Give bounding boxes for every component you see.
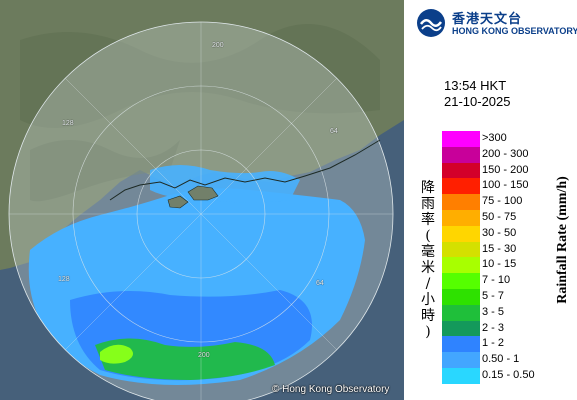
legend-row: 30 - 50 xyxy=(442,225,564,242)
lantau-island xyxy=(167,195,189,209)
legend-row: 2 - 3 xyxy=(442,320,564,337)
legend-label: 5 - 7 xyxy=(482,289,505,302)
legend-swatch xyxy=(442,162,480,179)
legend-swatch xyxy=(442,131,480,147)
legend-swatch xyxy=(442,241,480,258)
legend-swatch xyxy=(442,336,480,353)
legend-swatch xyxy=(442,320,480,337)
legend-label: 75 - 100 xyxy=(482,195,523,208)
legend-row: 7 - 10 xyxy=(442,273,564,289)
legend-label: 0.50 - 1 xyxy=(482,353,520,366)
legend-label: 150 - 200 xyxy=(482,163,529,176)
legend-row: 5 - 7 xyxy=(442,288,564,305)
legend-row: 200 - 300 xyxy=(442,146,564,163)
copyright-text: © Hong Kong Observatory xyxy=(272,384,390,395)
legend-swatch xyxy=(442,178,480,195)
hko-logo-icon xyxy=(417,9,445,37)
legend-swatch xyxy=(442,257,480,274)
legend-row: 0.50 - 1 xyxy=(442,352,564,368)
radial-line xyxy=(64,213,202,351)
legend-row: 50 - 75 xyxy=(442,209,564,226)
legend-row: 150 - 200 xyxy=(442,162,564,179)
ring-label: 128 xyxy=(62,120,74,127)
legend-label: 15 - 30 xyxy=(482,242,517,255)
legend-swatch xyxy=(442,352,480,368)
radar-map: 200 128 64 128 64 200 © Hong Kong Observ… xyxy=(0,0,404,400)
legend-row: >300 xyxy=(442,131,564,147)
org-name-zh: 香港天文台 xyxy=(452,12,523,27)
legend-swatch xyxy=(442,146,480,163)
legend-row: 100 - 150 xyxy=(442,178,564,195)
land-texture-2 xyxy=(30,140,180,202)
hong-kong-island xyxy=(187,185,219,201)
info-panel: 香港天文台 HONG KONG OBSERVATORY 13:54 HKT 21… xyxy=(404,0,577,400)
legend-label: >300 xyxy=(482,132,507,144)
legend-title-zh: 降雨率(毫米 / 小時) xyxy=(421,180,435,340)
rain-heavy xyxy=(100,344,134,364)
radial-line xyxy=(200,213,338,351)
legend-swatch xyxy=(442,209,480,226)
legend-label: 7 - 10 xyxy=(482,274,511,287)
hko-logo: 香港天文台 HONG KONG OBSERVATORY xyxy=(412,6,577,40)
legend-row: 0.15 - 0.50 xyxy=(442,367,564,384)
legend-row: 15 - 30 xyxy=(442,241,564,258)
rain-moderate xyxy=(95,338,275,380)
radar-map-image xyxy=(0,0,404,400)
ring-label: 128 xyxy=(58,276,70,283)
legend-label: 0.15 - 0.50 xyxy=(482,368,535,381)
legend-swatch xyxy=(442,288,480,305)
timestamp: 13:54 HKT 21-10-2025 xyxy=(444,78,511,110)
coastline xyxy=(109,139,381,201)
org-name-en: HONG KONG OBSERVATORY xyxy=(452,26,577,36)
legend-title-en: Rainfall Rate (mm/h) xyxy=(555,176,570,304)
rainfall-legend: >300 200 - 300 150 - 200 100 - 150 75 - 100 5… xyxy=(442,131,564,384)
legend-row: 1 - 2 xyxy=(442,336,564,353)
legend-label: 100 - 150 xyxy=(482,179,529,192)
legend-swatch xyxy=(442,273,480,289)
ring-label: 64 xyxy=(316,280,324,287)
range-ring-outer xyxy=(8,21,394,400)
ring-label: 200 xyxy=(212,42,224,49)
time-text: 13:54 HKT xyxy=(444,78,507,93)
radial-line xyxy=(200,77,338,215)
legend-label: 3 - 5 xyxy=(482,305,505,318)
legend-row: 10 - 15 xyxy=(442,257,564,274)
legend-swatch xyxy=(442,304,480,321)
legend-swatch xyxy=(442,194,480,210)
rain-light-north xyxy=(150,165,300,203)
legend-label: 2 - 3 xyxy=(482,321,505,334)
legend-swatch xyxy=(442,225,480,242)
radial-line xyxy=(64,77,202,215)
legend-label: 200 - 300 xyxy=(482,147,529,160)
date-text: 21-10-2025 xyxy=(444,94,511,109)
ring-label: 200 xyxy=(198,352,210,359)
legend-row: 75 - 100 xyxy=(442,194,564,210)
legend-swatch xyxy=(442,367,480,384)
legend-label: 30 - 50 xyxy=(482,226,517,239)
land-texture xyxy=(20,24,380,128)
ring-label: 64 xyxy=(330,128,338,135)
legend-label: 1 - 2 xyxy=(482,337,505,350)
legend-label: 50 - 75 xyxy=(482,210,517,223)
legend-row: 3 - 5 xyxy=(442,304,564,321)
legend-label: 10 - 15 xyxy=(482,258,517,271)
